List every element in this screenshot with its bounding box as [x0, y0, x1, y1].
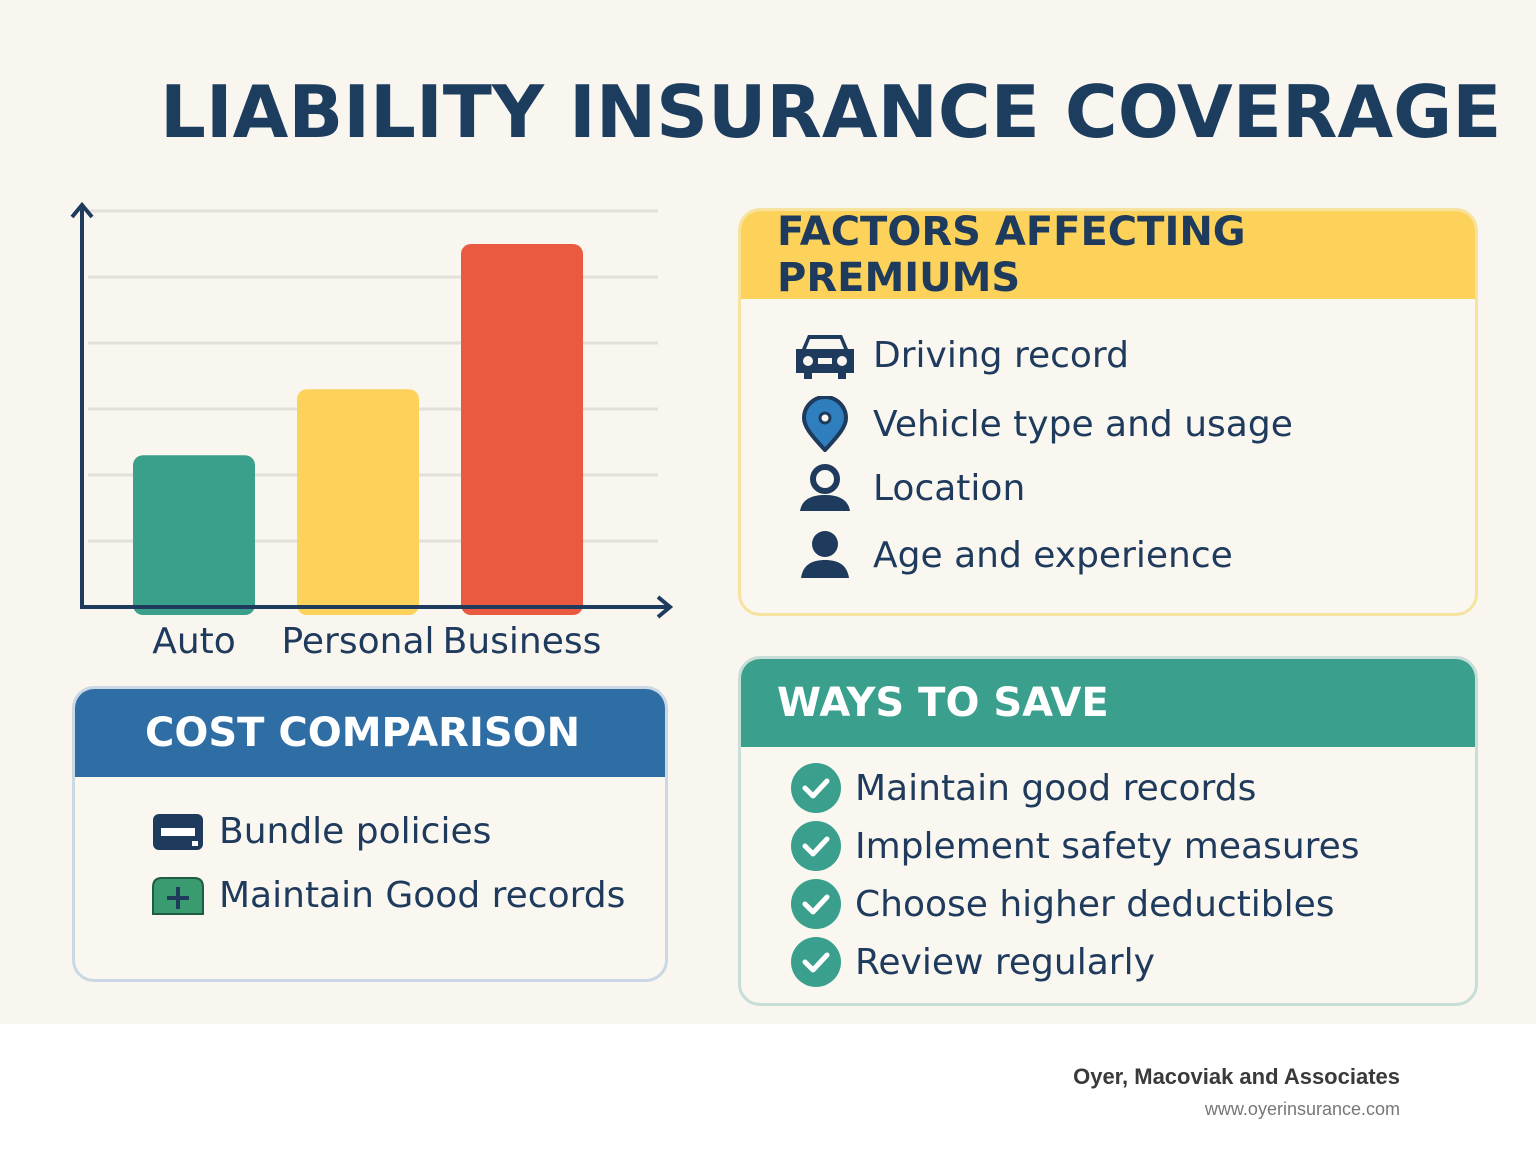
location-person-icon	[777, 463, 873, 513]
list-item: Maintain Good records	[137, 875, 625, 916]
minus-icon	[137, 813, 219, 851]
list-item: Choose higher deductibles	[777, 879, 1335, 929]
company-url[interactable]: www.oyerinsurance.com	[1204, 1099, 1400, 1119]
map-pin-icon	[777, 396, 873, 452]
list-item-label: Maintain Good records	[219, 875, 626, 916]
list-item: Location	[777, 463, 1025, 513]
bar-auto	[133, 455, 255, 615]
save-card: WAYS TO SAVE Maintain good records Implem…	[738, 656, 1478, 1006]
check-icon	[777, 879, 855, 929]
infographic: LIABILITY INSURANCE COVERAGE Auto Persona…	[0, 0, 1536, 1024]
factors-card: FACTORS AFFECTING PREMIUMS Driving recor…	[738, 208, 1478, 616]
list-item: Age and experience	[777, 530, 1233, 580]
list-item-label: Age and experience	[873, 534, 1233, 576]
list-item-label: Driving record	[873, 334, 1129, 376]
factors-heading: FACTORS AFFECTING PREMIUMS	[741, 211, 1475, 301]
x-tick-label: Auto	[152, 621, 236, 662]
cost-card: COST COMPARISON Bundle policies Maintain …	[72, 686, 668, 982]
x-tick-label: Personal	[281, 621, 434, 662]
bar-personal	[297, 389, 419, 615]
list-item-label: Choose higher deductibles	[855, 883, 1335, 925]
bar-business	[461, 244, 583, 615]
x-axis-arrow	[656, 595, 674, 619]
list-item: Bundle policies	[137, 811, 491, 852]
check-icon	[777, 821, 855, 871]
check-icon	[777, 763, 855, 813]
list-item-label: Implement safety measures	[855, 825, 1360, 867]
user-icon	[777, 530, 873, 580]
save-heading: WAYS TO SAVE	[741, 659, 1475, 747]
car-icon	[777, 329, 873, 381]
list-item-label: Location	[873, 467, 1026, 509]
list-item: Driving record	[777, 329, 1129, 381]
list-item: Vehicle type and usage	[777, 396, 1293, 452]
list-item: Implement safety measures	[777, 821, 1360, 871]
list-item-label: Maintain good records	[855, 767, 1257, 809]
check-icon	[777, 937, 855, 987]
page-title: LIABILITY INSURANCE COVERAGE	[160, 70, 1502, 154]
list-item-label: Review regularly	[855, 941, 1155, 983]
plus-icon	[137, 876, 219, 915]
company-name: Oyer, Macoviak and Associates	[1073, 1064, 1400, 1089]
list-item: Maintain good records	[777, 763, 1256, 813]
x-tick-label: Business	[443, 621, 602, 662]
bar-chart: Auto Personal Business	[70, 201, 674, 662]
y-axis-arrow	[70, 201, 94, 219]
list-item-label: Bundle policies	[219, 811, 492, 852]
list-item: Review regularly	[777, 937, 1155, 987]
cost-heading: COST COMPARISON	[75, 689, 665, 777]
list-item-label: Vehicle type and usage	[873, 403, 1293, 445]
